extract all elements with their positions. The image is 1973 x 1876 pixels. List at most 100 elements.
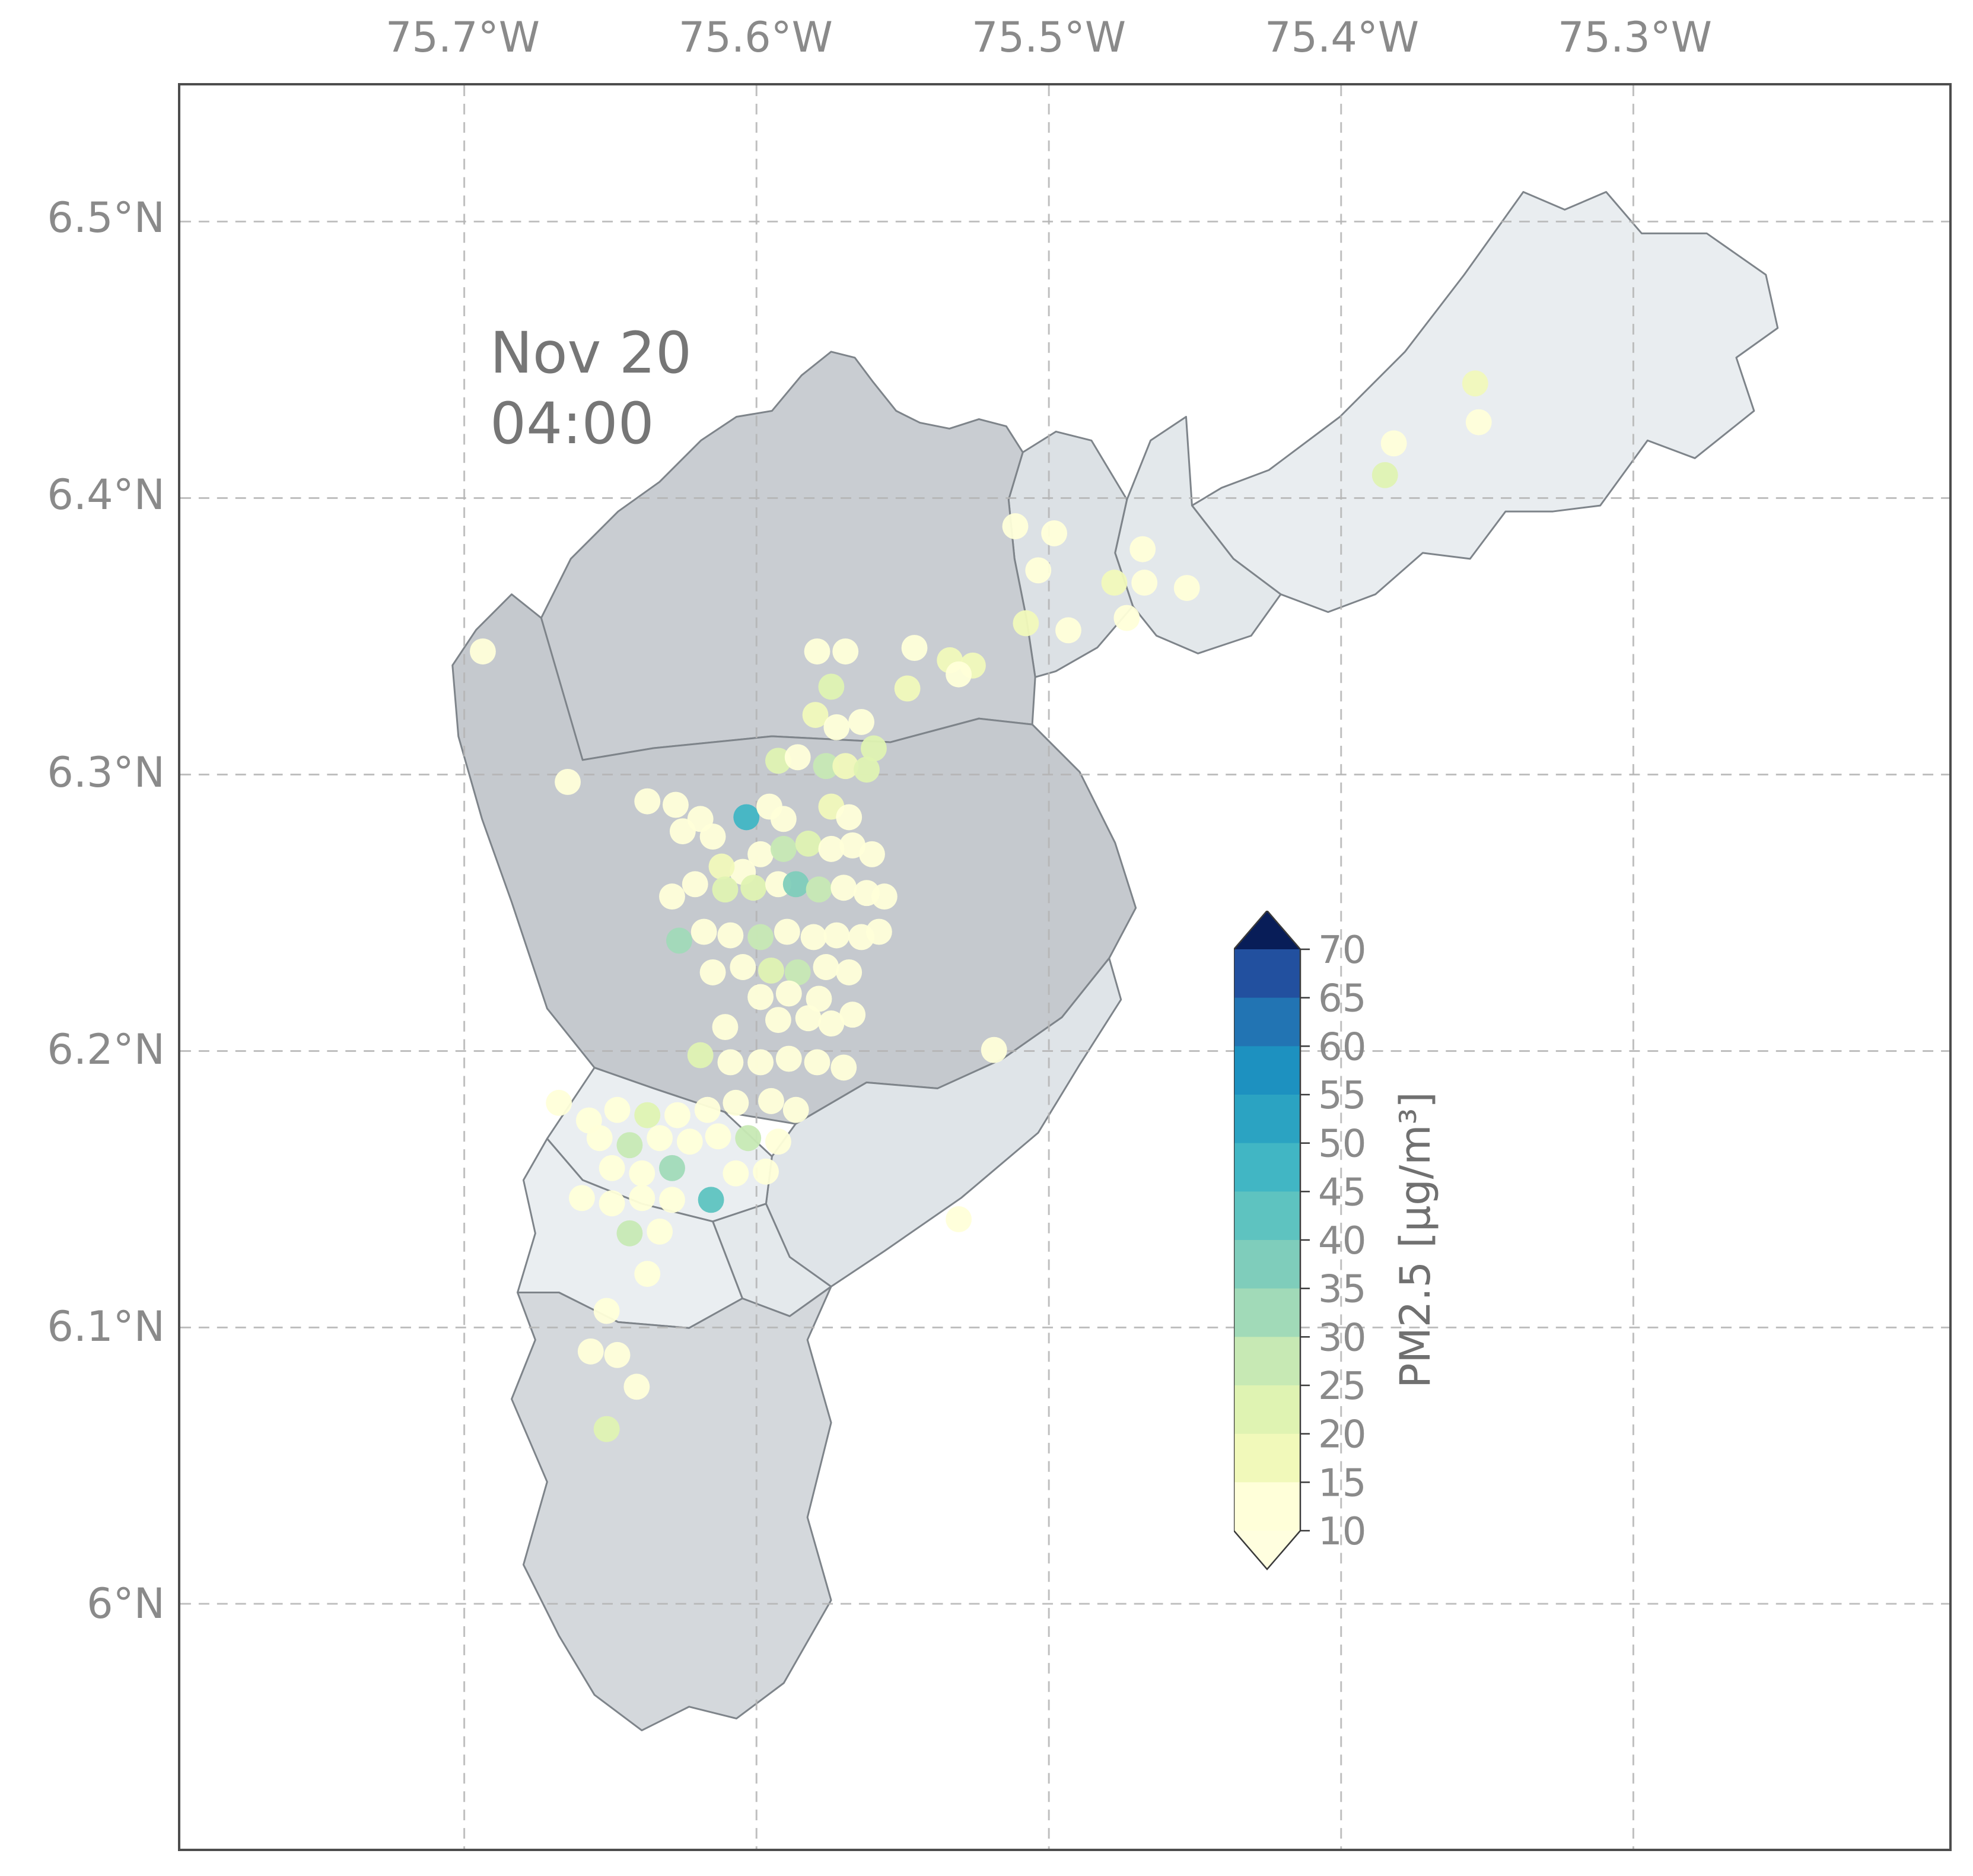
pm25-dot (830, 1054, 857, 1081)
colorbar-segment (1234, 1095, 1300, 1144)
pm25-dot (823, 714, 850, 740)
y-tick-label: 6.5°N (47, 193, 165, 243)
colorbar-segment (1234, 1191, 1300, 1241)
pm25-dot (861, 735, 887, 762)
colorbar-tick-label: 30 (1318, 1316, 1366, 1360)
pm25-dot (804, 638, 830, 664)
pm25-dot (830, 875, 857, 901)
timestamp-date: Nov 20 (490, 320, 692, 386)
y-tick-label: 6.2°N (47, 1025, 165, 1074)
pm25-dot (795, 831, 822, 857)
pm25-dot (839, 832, 866, 858)
x-tick-label: 75.6°W (678, 13, 833, 62)
timestamp-time: 04:00 (490, 390, 654, 457)
pm25-dot (747, 1049, 774, 1076)
colorbar-tick-label: 10 (1318, 1510, 1366, 1554)
pm25-dot (782, 1096, 809, 1123)
pm25-dot (623, 1373, 650, 1400)
pm25-dot (708, 853, 735, 880)
pm25-dot (1113, 605, 1140, 631)
colorbar-segment (1234, 1240, 1300, 1289)
y-tick-label: 6.1°N (47, 1302, 165, 1352)
pm25-dot (634, 788, 661, 815)
pm25-dot (806, 876, 832, 903)
pm25-dot (774, 918, 800, 945)
region-northeast-band (1191, 191, 1779, 613)
pm25-dot (775, 980, 802, 1007)
pm25-dot (758, 958, 784, 984)
pm25-dot (669, 818, 696, 845)
pm25-dot (577, 1338, 604, 1365)
pm25-dot (586, 1125, 613, 1152)
pm25-dot (784, 959, 811, 985)
pm25-dot (1002, 513, 1029, 539)
pm25-dot (894, 675, 921, 702)
pm25-dot (813, 753, 839, 780)
colorbar-segment (1234, 997, 1300, 1047)
pm25-dot (818, 673, 845, 700)
timestamp: Nov 20 04:00 (490, 318, 692, 459)
pm25-dot (832, 753, 859, 780)
pm25-dot (848, 708, 875, 735)
pm25-dot (1131, 570, 1158, 596)
pm25-dot (865, 918, 892, 945)
pm25-dot (813, 954, 839, 980)
pm25-dot (758, 1088, 784, 1114)
y-tick-label: 6.4°N (47, 470, 165, 520)
colorbar-tick-label: 50 (1318, 1123, 1366, 1166)
pm25-dot (765, 1007, 791, 1034)
colorbar-tick-label: 45 (1318, 1171, 1366, 1214)
pm25-dot (740, 875, 767, 901)
colorbar-under-arrow (1234, 1531, 1300, 1569)
pm25-dot (1101, 570, 1128, 596)
pm25-dot (712, 1014, 739, 1040)
pm25-dot (723, 1160, 749, 1187)
pm25-dot (800, 924, 827, 950)
colorbar-segment (1234, 1337, 1300, 1386)
pm25-dot (747, 984, 774, 1010)
pm25-dot (1041, 520, 1068, 546)
colorbar-tick-label: 55 (1318, 1074, 1366, 1118)
pm25-dot (735, 1125, 762, 1152)
gridlines (180, 85, 1949, 1849)
colorbar-tick-label: 60 (1318, 1025, 1366, 1069)
colorbar-segment (1234, 949, 1300, 999)
pm25-dot (593, 1298, 620, 1324)
x-tick-label: 75.5°W (972, 13, 1126, 62)
pm25-dot (687, 1042, 714, 1069)
pm25-dot (836, 804, 863, 831)
colorbar-segment (1234, 1482, 1300, 1531)
pm25-dot (698, 1187, 724, 1213)
pm25-dot (730, 954, 756, 980)
pm25-dot (690, 918, 717, 945)
pm25-dot (818, 1010, 845, 1037)
pm25-dot (1173, 575, 1200, 601)
map-plot: Nov 20 04:00 (178, 83, 1952, 1851)
pm25-dot (753, 1158, 779, 1185)
pm25-dot (616, 1132, 643, 1159)
x-tick-label: 75.3°W (1557, 13, 1713, 62)
pm25-dot (705, 1123, 731, 1150)
pm25-dot (1025, 557, 1052, 584)
pm25-dot (836, 959, 863, 985)
y-tick-label: 6°N (87, 1579, 165, 1629)
pm25-dot (946, 1206, 972, 1232)
pm25-dot (733, 804, 760, 831)
pm25-dot (666, 927, 692, 954)
pm25-dot (1129, 536, 1156, 562)
pm25-dot (599, 1190, 625, 1217)
pm25-dot (804, 1049, 830, 1076)
pm25-dot (647, 1125, 673, 1152)
y-tick-label: 6.3°N (47, 748, 165, 797)
x-tick-label: 75.7°W (385, 13, 540, 62)
colorbar-segment (1234, 1433, 1300, 1483)
pm25-dot (775, 1045, 802, 1072)
pm25-dot (712, 876, 739, 903)
pm25-dot (770, 835, 797, 862)
colorbar-tick-label: 25 (1318, 1365, 1366, 1408)
pm25-dot (818, 835, 845, 862)
pm25-dot (871, 883, 898, 910)
pm25-dot (981, 1036, 1007, 1063)
pm25-dot (647, 1218, 673, 1245)
